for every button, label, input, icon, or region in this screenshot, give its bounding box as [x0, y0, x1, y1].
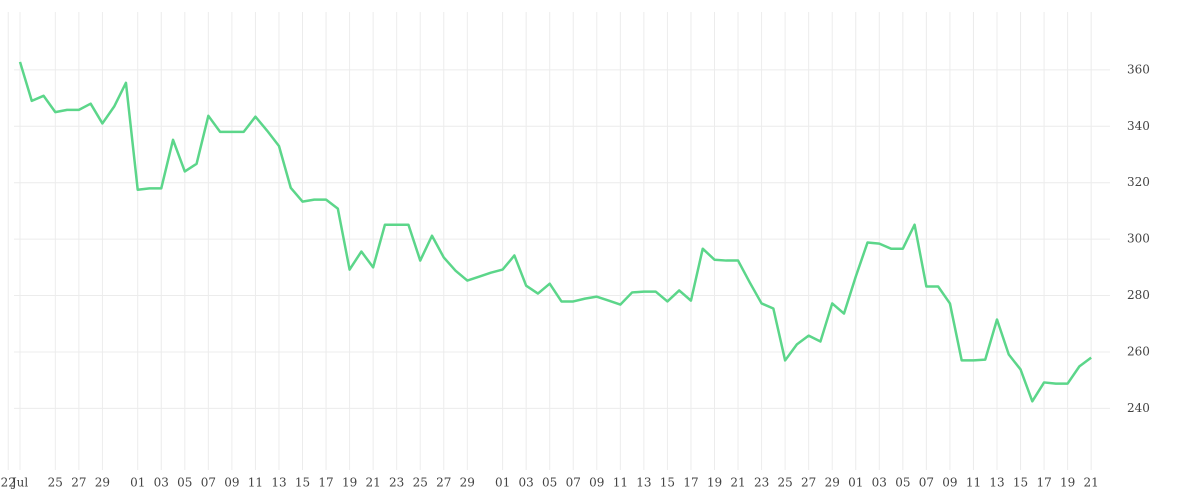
y-tick-label: 240	[1127, 401, 1150, 415]
x-tick-label: 01	[130, 476, 145, 490]
y-tick-label: 320	[1127, 175, 1150, 189]
x-tick-label: 21	[365, 476, 380, 490]
x-tick-label: 19	[1060, 476, 1075, 490]
x-tick-label: 19	[707, 476, 722, 490]
x-tick-label: 21	[730, 476, 745, 490]
x-tick-label: 27	[71, 476, 86, 490]
x-tick-label: 01	[495, 476, 510, 490]
x-tick-label: 07	[919, 476, 934, 490]
y-tick-label: 300	[1127, 232, 1150, 246]
x-tick-label: 19	[342, 476, 357, 490]
x-tick-label: 13	[636, 476, 651, 490]
x-tick-label: 13	[989, 476, 1004, 490]
x-tick-label: 17	[1036, 476, 1051, 490]
y-tick-label: 280	[1127, 288, 1150, 302]
x-tick-label: 29	[460, 476, 475, 490]
x-tick-label: 27	[436, 476, 451, 490]
price-line	[18, 61, 1092, 403]
x-tick-label: 07	[201, 476, 216, 490]
x-tick-label: 29	[95, 476, 110, 490]
y-tick-label: 260	[1127, 344, 1150, 358]
x-tick-label: 03	[872, 476, 887, 490]
x-tick-label: 29	[825, 476, 840, 490]
x-tick-label: 25	[777, 476, 792, 490]
x-tick-label: 25	[413, 476, 428, 490]
x-tick-label: 09	[589, 476, 604, 490]
x-tick-label: 09	[942, 476, 957, 490]
x-tick-label: 15	[1013, 476, 1028, 490]
x-tick-label: 01	[848, 476, 863, 490]
x-tick-label: 05	[895, 476, 910, 490]
x-tick-label: 25	[48, 476, 63, 490]
x-tick-label: 11	[966, 476, 981, 490]
x-tick-label: Jul	[10, 476, 29, 490]
x-tick-label: 23	[389, 476, 404, 490]
x-tick-label: 09	[224, 476, 239, 490]
x-tick-label: 22	[1, 476, 16, 490]
x-tick-label: 13	[271, 476, 286, 490]
x-tick-label: 03	[519, 476, 534, 490]
x-tick-label: 17	[318, 476, 333, 490]
x-tick-label: 21	[1084, 476, 1099, 490]
x-tick-label: 15	[660, 476, 675, 490]
x-tick-label: 15	[295, 476, 310, 490]
y-tick-label: 360	[1127, 62, 1150, 76]
x-tick-label: 27	[801, 476, 816, 490]
x-tick-label: 05	[177, 476, 192, 490]
y-tick-label: 340	[1127, 119, 1150, 133]
x-tick-label: 05	[542, 476, 557, 490]
x-tick-label: 11	[613, 476, 628, 490]
x-tick-label: 03	[154, 476, 169, 490]
x-tick-label: 17	[683, 476, 698, 490]
x-tick-label: 11	[248, 476, 263, 490]
x-tick-label: 23	[754, 476, 769, 490]
x-tick-label: 07	[566, 476, 581, 490]
